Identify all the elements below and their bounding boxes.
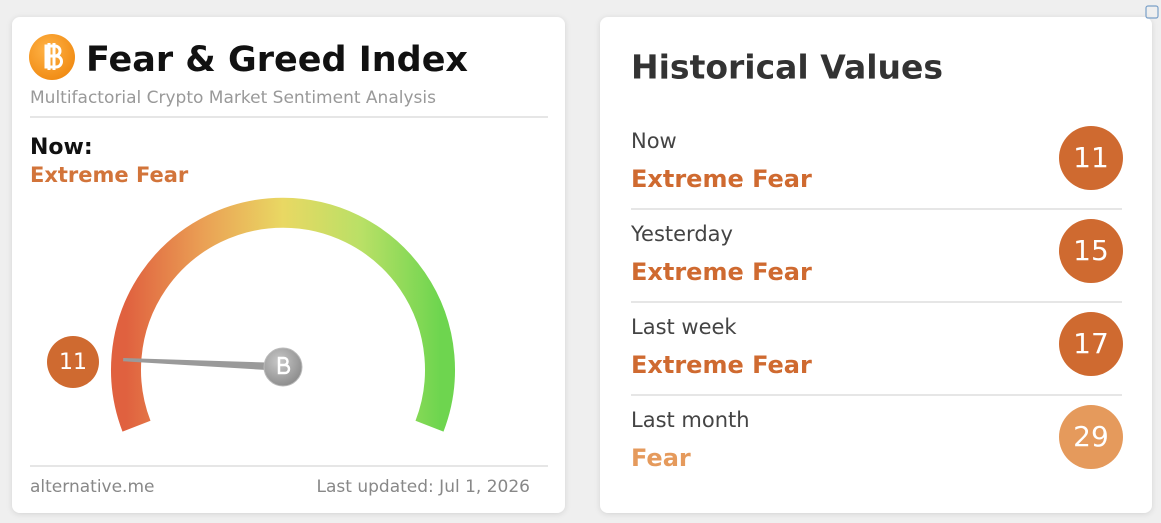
now-label: Now: [30, 135, 93, 160]
row-label: Now [631, 129, 677, 153]
row-badge [1059, 312, 1123, 376]
row-badge [1059, 219, 1123, 283]
bitcoin-glyph [44, 43, 63, 70]
last-updated: Last updated: Jul 1, 2026 [317, 477, 530, 497]
row-label: Last month [631, 408, 750, 432]
row-value: 29 [1073, 420, 1109, 453]
row-value: 17 [1073, 327, 1109, 360]
row-status: Extreme Fear [631, 351, 812, 379]
needle-shape [123, 358, 284, 371]
gauge-value: 11 [59, 350, 87, 375]
row-label: Last week [631, 315, 737, 339]
row-badge [1059, 405, 1123, 469]
gauge-arc [111, 197, 455, 432]
row-badge [1059, 126, 1123, 190]
title: Fear & Greed Index [86, 40, 468, 80]
history-list: Now Extreme Fear 11 Yesterday Extreme Fear 15… [630, 126, 1123, 472]
history-title: Historical Values [631, 48, 943, 87]
value-badge [47, 336, 99, 388]
now-status: Extreme Fear [30, 163, 189, 187]
subtitle: Multifactorial Crypto Market Sentiment A… [30, 88, 436, 108]
row-label: Yesterday [630, 222, 733, 246]
gauge-needle [123, 358, 284, 371]
row-status: Extreme Fear [631, 165, 812, 193]
row-status: Fear [631, 444, 691, 472]
row-value: 11 [1073, 141, 1109, 174]
source: alternative.me [30, 477, 154, 497]
history-card [600, 17, 1152, 513]
hub-glyph [277, 356, 291, 375]
row-status: Extreme Fear [631, 258, 812, 286]
row-value: 15 [1073, 234, 1109, 267]
gauge-hub [263, 347, 303, 387]
expand-icon[interactable] [1145, 5, 1159, 19]
